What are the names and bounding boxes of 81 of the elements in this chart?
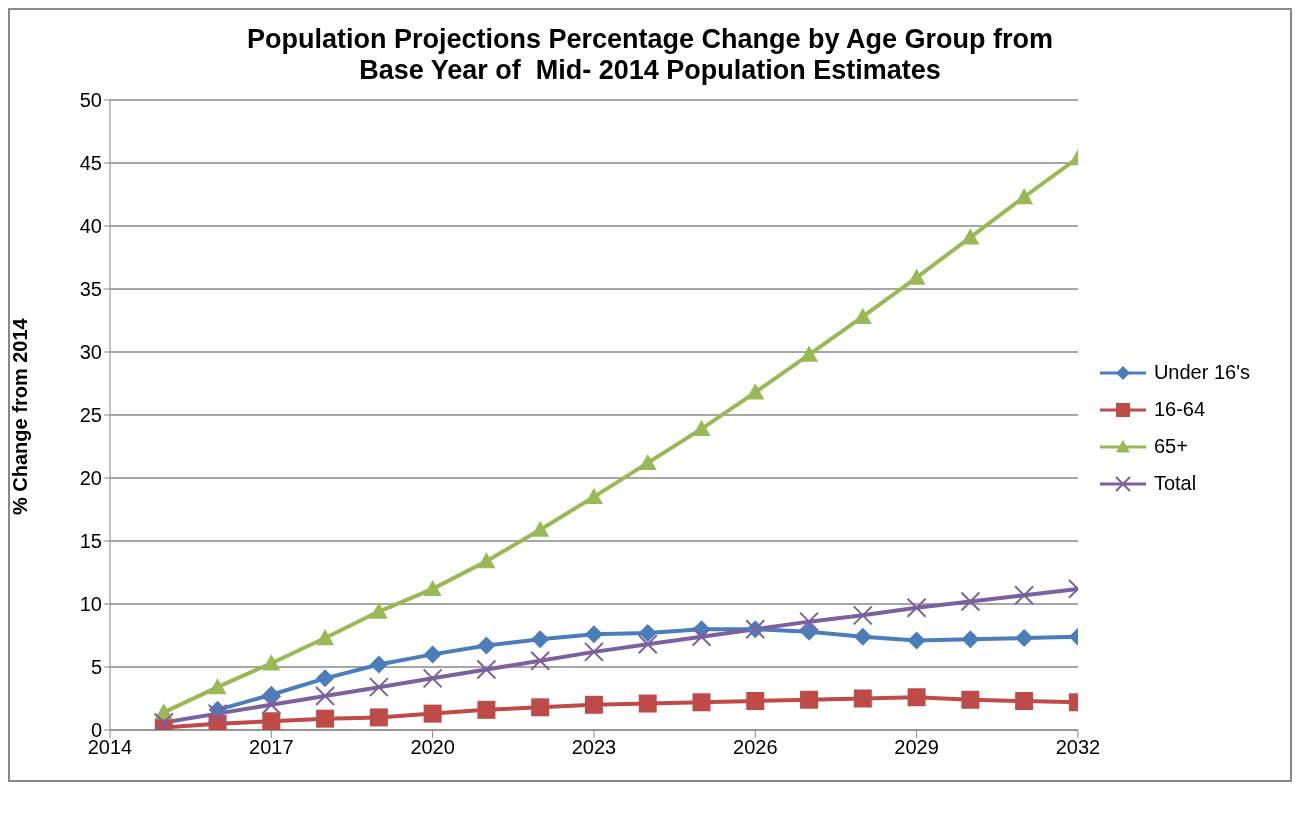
point <box>746 692 765 711</box>
point <box>316 669 335 688</box>
point <box>799 611 820 632</box>
x-tick-label: 2032 <box>1055 736 1101 759</box>
y-tick-label: 15 <box>79 530 102 553</box>
point <box>853 689 872 708</box>
y-tick-label: 40 <box>79 215 102 238</box>
point <box>961 690 980 709</box>
point <box>262 712 281 730</box>
point <box>800 690 819 709</box>
x-tick-label: 2026 <box>733 736 778 759</box>
point <box>423 645 442 664</box>
point <box>961 630 980 649</box>
point <box>531 520 550 537</box>
point <box>692 693 711 712</box>
y-tick-label: 25 <box>79 404 102 427</box>
x-tick-label: 2023 <box>571 736 617 759</box>
point <box>477 700 496 719</box>
point <box>476 659 497 680</box>
point <box>800 622 819 641</box>
point <box>638 694 657 713</box>
point <box>961 228 980 245</box>
point <box>477 636 496 655</box>
legend-label: 65+ <box>1153 435 1188 458</box>
point <box>316 629 335 646</box>
x-tick-label: 2020 <box>410 736 455 759</box>
point <box>315 685 336 706</box>
legend-label: Under 16's <box>1153 361 1250 384</box>
point <box>261 694 282 715</box>
point <box>907 688 926 707</box>
point <box>369 655 388 674</box>
point <box>153 712 174 730</box>
y-axis-title: % Change from 2014 <box>9 317 32 515</box>
point <box>746 383 765 400</box>
y-tick-label: 30 <box>79 341 102 364</box>
point <box>584 695 603 714</box>
legend-label: 16-64 <box>1153 398 1206 421</box>
point <box>852 605 873 626</box>
y-tick-label: 50 <box>79 89 102 112</box>
x-tick-label: 2014 <box>87 736 133 759</box>
x-tick-label: 2029 <box>894 736 939 759</box>
point <box>906 597 927 618</box>
point <box>584 625 603 644</box>
point <box>423 704 442 723</box>
y-tick-label: 20 <box>79 467 102 490</box>
point <box>960 591 981 612</box>
point <box>422 668 443 689</box>
point <box>369 708 388 727</box>
point <box>800 345 819 362</box>
x-tick-label: 2017 <box>249 736 294 759</box>
point <box>692 419 711 437</box>
y-tick-label: 5 <box>90 656 102 679</box>
y-tick-label: 45 <box>79 152 102 175</box>
point <box>853 627 872 646</box>
point <box>1015 692 1034 711</box>
point <box>531 698 550 717</box>
point <box>1014 585 1035 606</box>
point <box>583 641 604 662</box>
point <box>531 630 550 649</box>
point <box>262 685 281 704</box>
point <box>477 552 496 569</box>
point <box>262 654 281 671</box>
point <box>369 602 388 619</box>
point <box>638 623 657 642</box>
point <box>423 579 442 597</box>
point <box>207 703 228 724</box>
point <box>691 626 712 647</box>
chart-title: Population Projections Percentage Change by Age Group from Base Year of Mid- 2014 Population Estimates <box>245 24 1055 86</box>
point <box>638 453 657 471</box>
point <box>907 631 926 650</box>
point <box>530 650 551 671</box>
point <box>1015 188 1034 205</box>
point <box>368 677 389 698</box>
point <box>637 634 658 655</box>
point <box>208 678 227 695</box>
point <box>584 487 603 505</box>
y-tick-label: 35 <box>79 278 102 301</box>
legend-label: Total <box>1153 472 1197 495</box>
point <box>316 709 335 728</box>
y-tick-label: 10 <box>79 593 102 616</box>
point <box>1015 629 1034 648</box>
